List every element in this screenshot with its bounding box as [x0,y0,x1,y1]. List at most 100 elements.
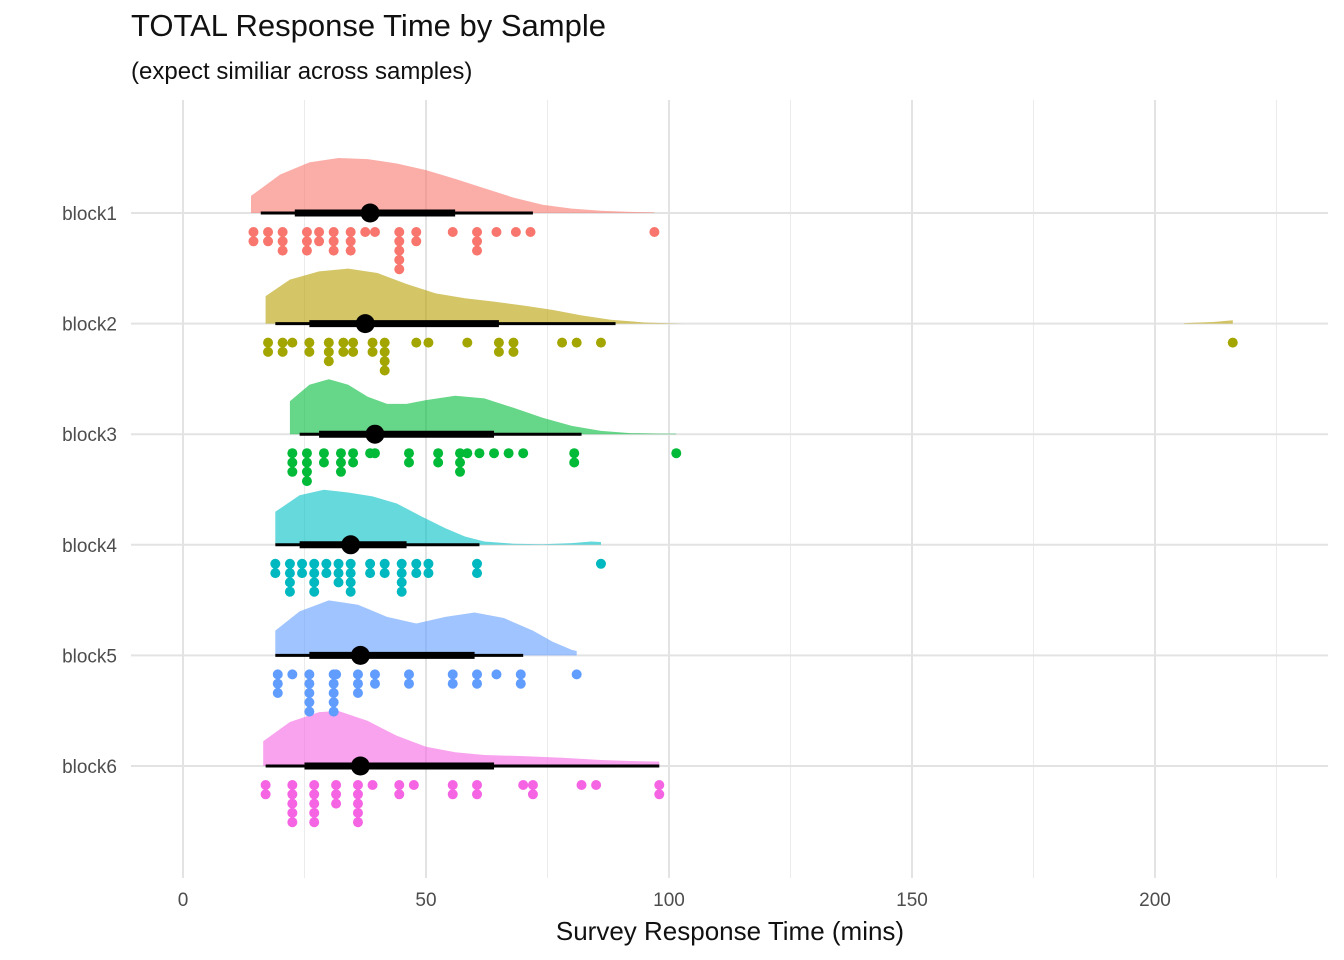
axis-labels: 0 50 100 150 200 block1 block2 block3 block4 bloc… [62,204,1171,911]
rain-point [272,688,283,698]
rain-point [576,780,587,790]
rain-point [323,346,334,357]
rain-point [515,678,526,689]
rain-point [462,448,473,459]
rain-point [649,227,660,237]
rain-point [328,236,339,247]
rain-point [396,568,407,579]
rain-point [379,568,390,579]
rain-points [248,227,1238,828]
rain-point [595,558,606,569]
rain-point [301,457,312,468]
rain-point [518,780,529,790]
rain-point [493,337,504,348]
rain-point [433,457,444,468]
rain-point [263,227,274,237]
rain-point [379,365,390,376]
y-tick-label: block6 [62,757,117,778]
rain-point [304,706,315,717]
chart-title: TOTAL Response Time by Sample [131,8,606,43]
y-tick-label: block5 [62,646,117,667]
rain-point [331,669,342,680]
rain-point [447,669,458,680]
rain-point [321,558,332,569]
rain-point [284,558,295,569]
rain-point [277,236,288,247]
rain-point [309,817,320,828]
density-cloud-block6 [263,711,660,766]
rain-point [491,227,502,237]
rain-point [352,798,363,809]
rain-point [394,227,405,237]
rain-point [263,236,274,247]
rain-point [411,337,422,348]
rain-point [352,789,363,800]
rain-point [394,245,405,256]
rain-point [654,789,665,800]
rain-point [304,678,315,689]
rain-point [455,448,466,459]
rain-point [272,669,283,680]
rain-point [248,236,259,247]
rain-point [260,789,271,800]
rain-point [515,669,526,680]
rain-point [472,780,483,790]
rain-point [352,817,363,828]
rain-point [284,568,295,579]
rain-point [411,568,422,579]
rain-point [272,678,283,689]
rain-point [287,669,298,680]
rain-point [411,227,422,237]
rain-point [338,337,349,348]
density-cloud-block5 [275,600,577,656]
rain-point [321,568,332,579]
rain-point [328,678,339,689]
rain-point [287,817,298,828]
rain-point [309,798,320,809]
rain-point [309,577,320,588]
rain-point [379,558,390,569]
rain-point [472,245,483,256]
rain-point [394,236,405,247]
rain-point [297,558,308,569]
rain-point [352,688,363,698]
rain-point [287,798,298,809]
x-tick-label: 150 [896,890,928,911]
y-tick-label: block4 [62,536,117,557]
rain-point [472,227,483,237]
rain-point [263,337,274,348]
rain-point [396,558,407,569]
rain-point [287,448,298,459]
rain-point [369,669,380,680]
median-point-block4 [341,535,361,555]
rain-point [447,789,458,800]
rain-point [323,356,334,367]
rain-point [348,337,359,348]
rain-point [367,337,378,348]
x-tick-label: 50 [415,890,436,911]
rain-point [403,448,414,459]
rain-point [423,558,434,569]
rain-point [455,466,466,477]
rain-point [333,577,344,588]
rain-point [571,337,582,348]
x-tick-label: 0 [178,890,189,911]
rain-point [369,227,380,237]
rain-point [333,558,344,569]
density-cloud-block3 [289,379,677,435]
rain-point [433,448,444,459]
rain-point [301,476,312,487]
rain-point [503,448,514,459]
rain-point [411,558,422,569]
rain-point [345,236,356,247]
rain-point [318,448,329,459]
rain-point [348,457,359,468]
rain-point [284,586,295,597]
rain-point [328,688,339,698]
rain-point [367,346,378,357]
rain-point [277,245,288,256]
rain-point [335,457,346,468]
rain-point [277,337,288,348]
rain-point [472,236,483,247]
